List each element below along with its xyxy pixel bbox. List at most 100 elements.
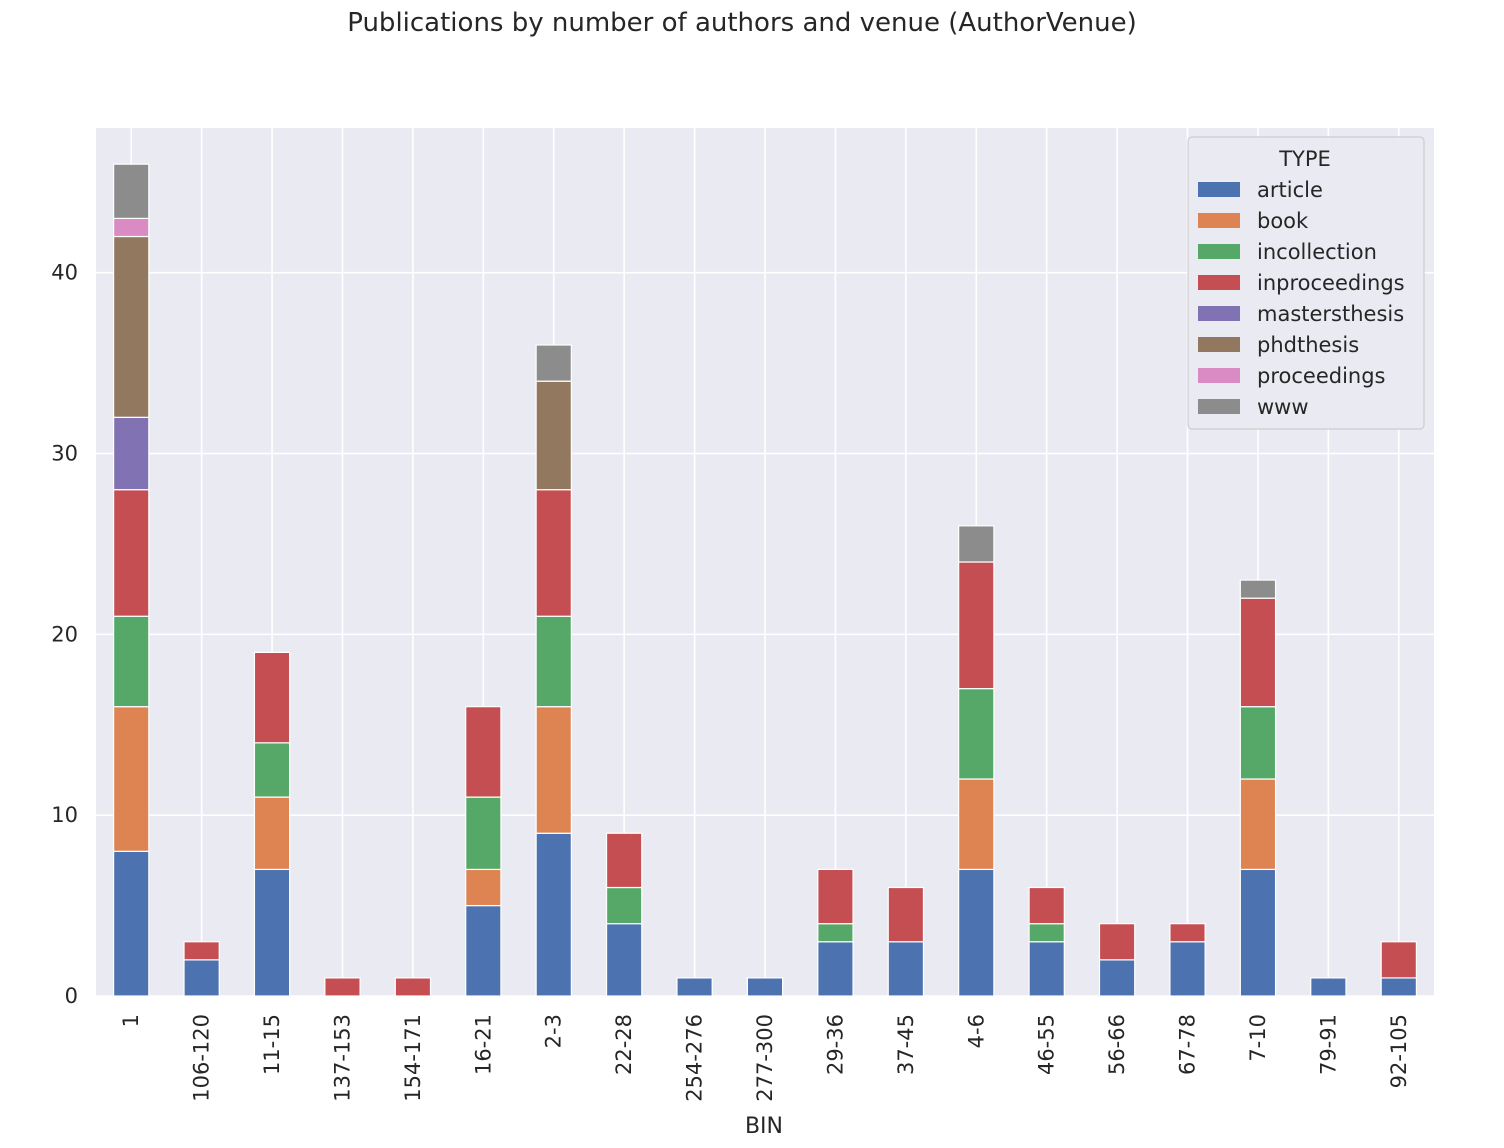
bar-phdthesis-1 [113,235,150,418]
bar-incollection-16-21 [465,796,502,871]
bar-article-7-10 [1239,868,1277,997]
bar-inproceedings-154-171 [394,977,432,997]
bar-mastersthesis-1 [113,416,150,491]
bar-proceedings-1 [113,217,150,238]
bar-article-4-6 [958,868,995,997]
x-tick-label: 67-78 [1176,1014,1200,1075]
legend-swatch-article [1198,182,1240,197]
bar-www-2-3 [535,344,572,382]
legend-label-inproceedings: inproceedings [1257,271,1405,295]
legend-label-proceedings: proceedings [1257,364,1385,388]
y-axis: 0 10 20 30 40 [51,261,78,1008]
x-tick-label: 29-36 [823,1014,847,1075]
bar-article-277-300 [746,977,784,997]
legend-swatch-incollection [1198,244,1240,259]
bar-inproceedings-11-15 [253,651,291,744]
x-tick-label: 106-120 [190,1014,214,1102]
x-tick-label: 79-91 [1316,1014,1340,1075]
x-tick-label: 4-6 [964,1014,988,1048]
bar-article-16-21 [465,904,502,997]
bar-article-46-55 [1028,941,1065,997]
legend-swatch-book [1198,213,1240,228]
bar-book-4-6 [958,778,995,871]
legend-swatch-inproceedings [1198,275,1240,290]
bar-incollection-1 [113,615,150,708]
bar-article-254-276 [676,977,713,997]
bar-www-1 [113,163,150,220]
bar-incollection-46-55 [1028,923,1065,943]
bar-incollection-22-28 [605,886,643,925]
bar-phdthesis-2-3 [535,380,572,491]
legend-swatch-mastersthesis [1198,306,1240,321]
bar-article-37-45 [887,941,925,997]
bar-inproceedings-1 [113,489,150,617]
bar-incollection-29-36 [817,923,854,943]
bar-article-22-28 [605,923,643,997]
bar-book-2-3 [535,706,572,834]
x-tick-label: 11-15 [260,1014,284,1075]
legend-label-article: article [1257,178,1323,202]
bar-inproceedings-106-120 [183,941,220,961]
bar-article-1 [113,850,150,997]
x-tick-label: 22-28 [612,1014,636,1075]
bar-article-92-105 [1380,977,1417,997]
bar-incollection-2-3 [535,615,572,708]
legend-box [1187,136,1425,430]
chart-title: Publications by number of authors and ve… [347,8,1137,38]
bar-article-29-36 [817,941,854,997]
bar-book-16-21 [465,868,502,907]
legend: TYPE article book incollection inproceeding… [1187,136,1425,430]
x-tick-label: 137-153 [330,1014,354,1102]
x-axis: 1 106-120 11-15 137-153 154-171 16-21 2-3 22-28… [119,1014,1411,1102]
y-tick-label: 40 [51,261,78,285]
x-tick-label: 16-21 [471,1014,495,1075]
legend-label-mastersthesis: mastersthesis [1257,302,1404,326]
bar-inproceedings-137-153 [324,977,361,997]
x-tick-label: 56-66 [1105,1014,1129,1075]
y-tick-label: 10 [51,803,78,827]
bar-article-106-120 [183,959,220,997]
bar-article-56-66 [1098,959,1136,997]
bar-inproceedings-37-45 [887,886,925,943]
legend-label-incollection: incollection [1257,240,1377,264]
legend-label-www: www [1257,395,1309,419]
y-tick-label: 20 [51,622,78,646]
bar-inproceedings-67-78 [1169,923,1206,943]
bar-inproceedings-2-3 [535,489,572,617]
x-tick-label: 254-276 [683,1014,707,1102]
bar-inproceedings-92-105 [1380,941,1417,979]
bar-inproceedings-46-55 [1028,886,1065,925]
bar-book-7-10 [1239,778,1277,871]
bar-inproceedings-16-21 [465,706,502,798]
bar-www-4-6 [958,525,995,563]
x-tick-label: 92-105 [1387,1014,1411,1088]
legend-swatch-www [1198,399,1240,414]
legend-label-book: book [1257,209,1309,233]
bar-book-1 [113,706,150,852]
legend-title: TYPE [1278,147,1331,171]
x-tick-label: 7-10 [1246,1014,1270,1062]
bar-inproceedings-56-66 [1098,923,1136,961]
bar-incollection-11-15 [253,742,291,798]
bar-article-11-15 [253,868,291,997]
bar-article-2-3 [535,832,572,997]
bar-inproceedings-4-6 [958,561,995,690]
bar-www-7-10 [1239,579,1277,599]
bar-inproceedings-7-10 [1239,597,1277,708]
legend-swatch-proceedings [1198,368,1240,383]
x-tick-label: 2-3 [542,1014,566,1048]
x-axis-label: BIN [745,1114,783,1139]
legend-label-phdthesis: phdthesis [1257,333,1359,357]
x-tick-label: 46-55 [1035,1014,1059,1075]
y-tick-label: 0 [65,984,78,1008]
bar-inproceedings-22-28 [605,832,643,889]
x-tick-label: 154-171 [401,1014,425,1102]
legend-swatch-phdthesis [1198,337,1240,352]
bar-incollection-4-6 [958,687,995,780]
bar-incollection-7-10 [1239,706,1277,780]
bar-book-11-15 [253,796,291,871]
bar-article-67-78 [1169,941,1206,997]
bar-article-79-91 [1310,977,1347,997]
x-tick-label: 1 [119,1014,143,1027]
